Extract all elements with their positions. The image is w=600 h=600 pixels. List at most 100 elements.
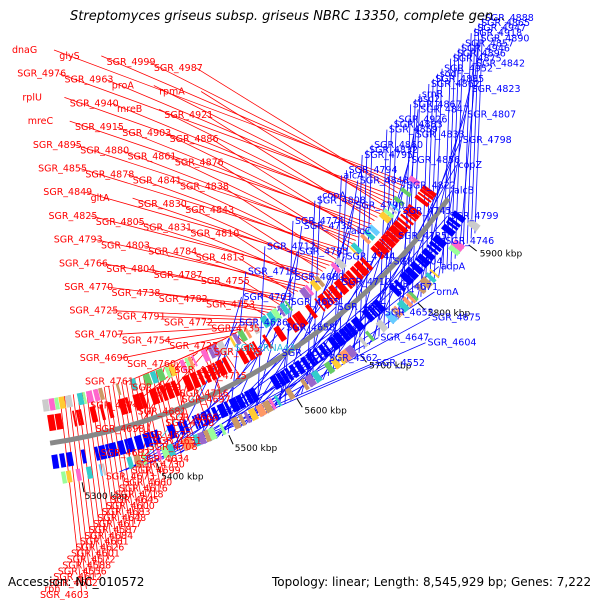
cog-feature — [360, 233, 372, 245]
forward-feature — [47, 414, 57, 432]
gene-label-forward: SGR_4601 — [71, 549, 120, 560]
gene-label-forward: SGR_4684 — [84, 531, 133, 542]
gene-label-reverse: SGR_4799 — [450, 211, 499, 222]
backbone-arc — [49, 197, 451, 446]
cog-feature — [451, 238, 466, 252]
connector-line — [242, 280, 281, 306]
gene-label-forward: SGR_4804 — [106, 264, 155, 275]
cog-feature — [336, 353, 347, 365]
gene-label-reverse: SGR_4875 — [453, 54, 502, 65]
reverse-feature — [98, 444, 108, 460]
cog-feature — [334, 257, 347, 270]
cog-feature — [211, 343, 222, 357]
forward-feature — [138, 392, 148, 409]
cog-feature — [270, 307, 283, 321]
reverse-feature — [305, 352, 317, 367]
gene-label-forward: SGR_4602 — [49, 578, 98, 589]
cog-feature — [166, 443, 176, 457]
gene-label-forward: SGR_4707 — [75, 329, 124, 340]
cog-feature — [191, 354, 198, 367]
reverse-feature — [361, 308, 376, 323]
cog-feature — [310, 369, 323, 384]
reverse-feature — [399, 271, 415, 286]
cog-feature — [196, 431, 207, 445]
gene-label-reverse: copZ — [458, 160, 482, 171]
cog-feature — [304, 373, 318, 388]
connector-line — [237, 256, 295, 295]
gene-label-forward: glyS — [59, 51, 79, 62]
gene-label-forward: SGR_4651 — [153, 436, 202, 447]
gene-label-reverse: SGR_4745 — [403, 206, 452, 217]
reverse-feature — [350, 316, 366, 332]
reverse-feature — [431, 234, 448, 249]
cog-feature — [164, 365, 173, 379]
gene-label-forward: SGR_4772 — [164, 318, 213, 329]
reverse-feature — [51, 454, 60, 469]
gene-label-forward: SGR_4672 — [143, 430, 192, 441]
cog-feature — [207, 346, 217, 359]
forward-feature — [317, 293, 332, 310]
connector-line — [72, 394, 96, 578]
cog-feature — [261, 399, 274, 414]
gene-label-reverse: sodF — [440, 69, 462, 80]
gene-label-forward: SGR_4784 — [148, 246, 197, 257]
connector-line — [142, 374, 166, 483]
reverse-feature — [322, 341, 333, 355]
gene-label-forward: SGR_4661 — [80, 537, 129, 548]
reverse-feature — [182, 419, 191, 434]
gene-label-forward: SGR_4810 — [190, 229, 239, 240]
cog-feature — [363, 229, 376, 241]
connector-line — [216, 162, 350, 248]
tick-marks: 5900 kbp 5800 kbp 5700 kbp 5600 kbp 5500 kbp… — [81, 244, 522, 502]
reverse-feature — [108, 442, 119, 458]
connector-line — [69, 120, 372, 225]
gene-label-forward: SGR_4699 — [132, 466, 181, 477]
forward-feature — [404, 206, 420, 220]
forward-feature — [397, 217, 411, 230]
cog-feature — [85, 390, 95, 404]
forward-feature — [286, 316, 300, 333]
reverse-feature — [409, 260, 424, 275]
reverse-feature — [234, 394, 247, 410]
gene-label-reverse: SGR_4703 — [244, 292, 293, 303]
connector-line — [429, 73, 439, 288]
gene-label-reverse: SGR_4671 — [389, 282, 438, 293]
cog-feature — [42, 399, 50, 412]
reverse-feature — [372, 298, 386, 313]
connector-line — [333, 175, 342, 373]
cog-feature — [330, 261, 342, 274]
cog-feature — [304, 284, 315, 296]
gene-label-reverse: SGR_4832 — [369, 145, 418, 156]
cog-feature — [408, 290, 419, 302]
gene-label-reverse: SGR_4833 — [416, 130, 465, 141]
tick-mark — [81, 482, 85, 493]
gene-label-forward: SGR_4753 — [206, 300, 255, 311]
connector-line — [64, 396, 87, 590]
cog-feature — [187, 356, 196, 369]
reverse-feature — [133, 434, 145, 451]
gene-label-reverse: SGR_4856 — [411, 155, 460, 166]
connector-line — [163, 328, 242, 341]
gene-label-reverse: SGR_4719 — [248, 267, 297, 278]
connector-line — [153, 85, 390, 204]
gene-label-reverse: alcA — [343, 170, 364, 181]
forward-feature — [159, 384, 169, 402]
forward-feature — [328, 284, 343, 301]
forward-feature — [380, 233, 397, 249]
cog-feature — [339, 348, 352, 363]
reverse-feature — [228, 396, 241, 413]
connector-line — [221, 185, 337, 260]
tick-label: 5700 kbp — [369, 361, 412, 371]
connector-line — [81, 392, 105, 566]
gene-label-reverse: alcC — [351, 226, 372, 237]
cog-feature — [85, 466, 94, 480]
gene-label-reverse: ornA — [436, 287, 459, 298]
reverse-feature — [200, 410, 211, 426]
cog-feature — [160, 445, 171, 459]
gene-label-forward: SGR_4736 — [174, 365, 223, 376]
gene-label-forward: SGR_4556 — [58, 566, 107, 577]
forward-feature — [117, 398, 129, 416]
gene-label-reverse: adpA — [441, 262, 466, 273]
gene-label-forward: SGR_4660 — [123, 477, 172, 488]
connector-line — [90, 215, 320, 275]
